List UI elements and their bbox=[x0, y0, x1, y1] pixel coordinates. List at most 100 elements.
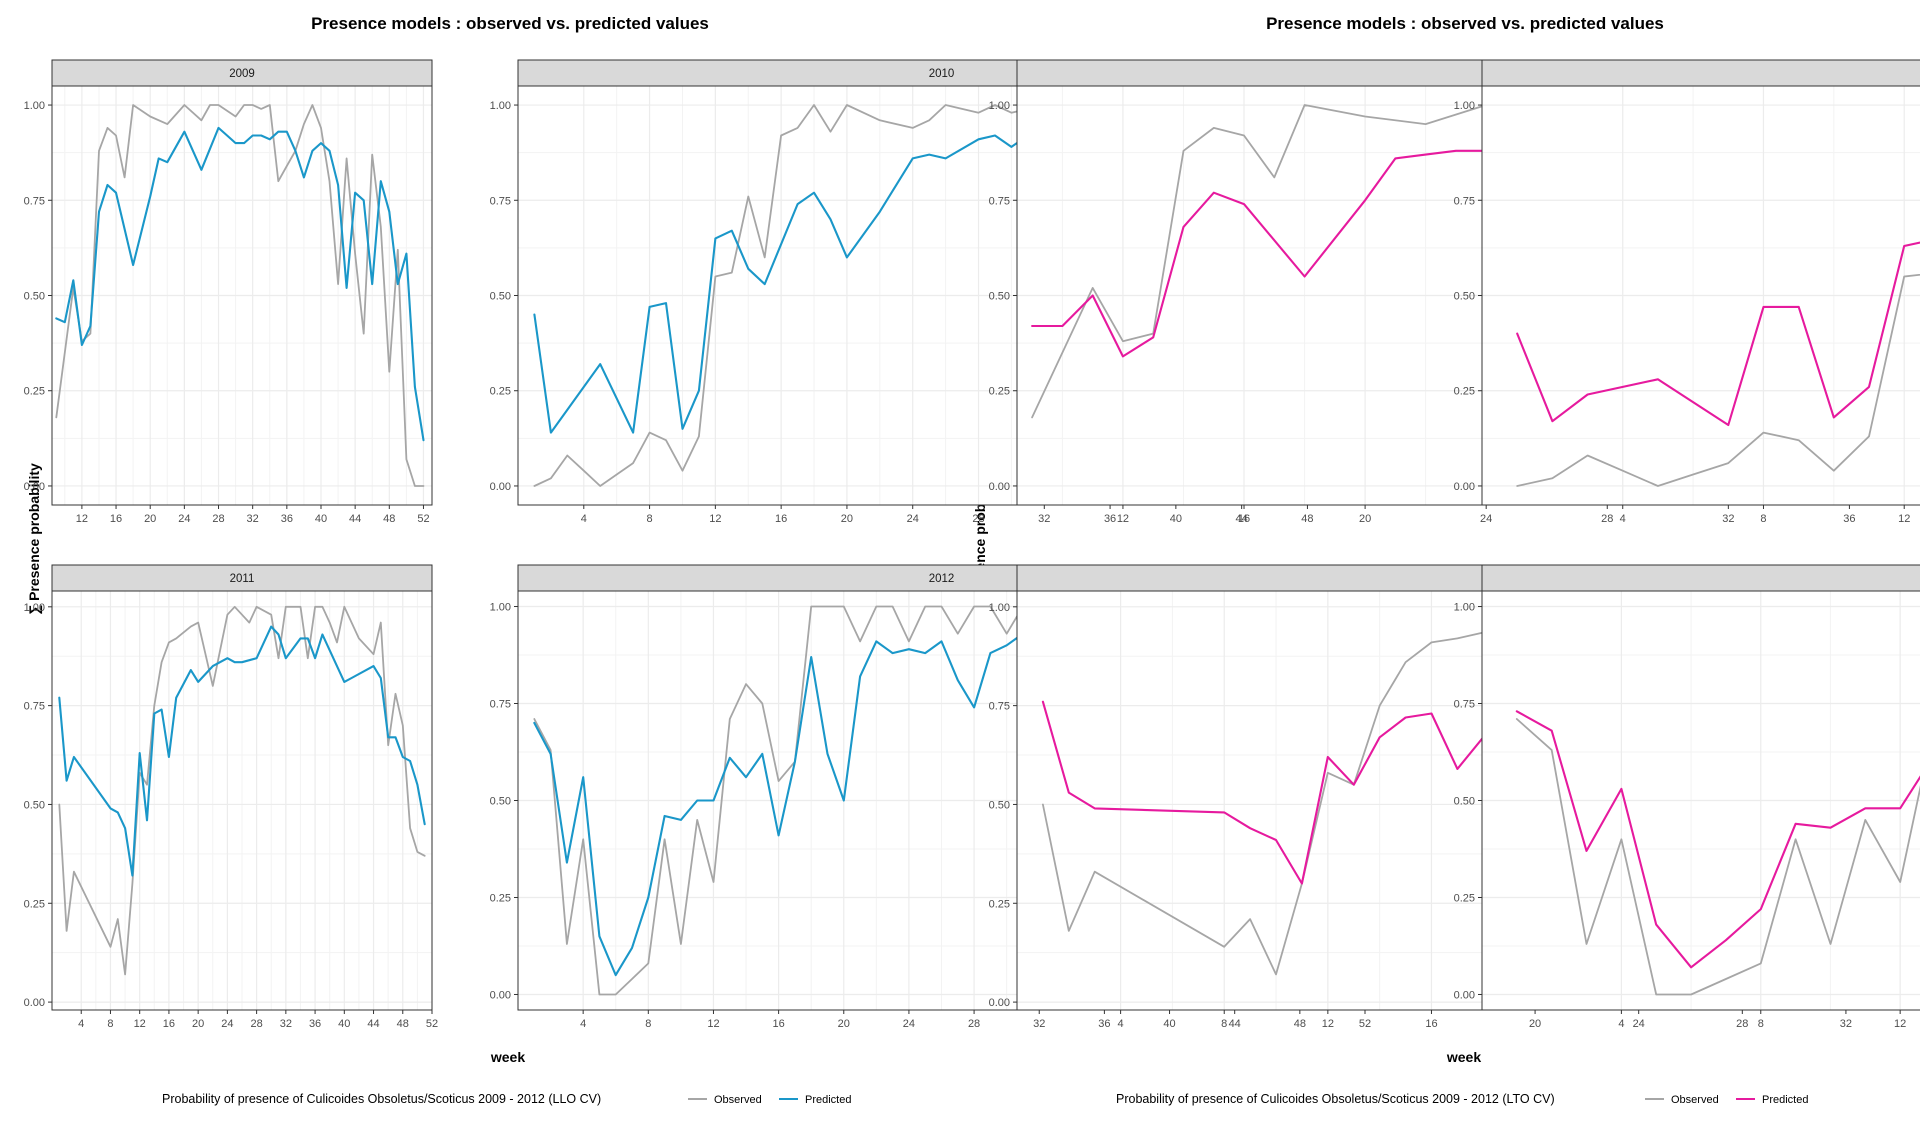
x-tick-label: 28 bbox=[968, 1018, 980, 1030]
y-tick-label: 0.50 bbox=[1454, 291, 1475, 303]
facet-strip bbox=[1481, 59, 1920, 87]
right-x-axis-label: week bbox=[1446, 1049, 1481, 1065]
x-tick-label: 28 bbox=[972, 513, 984, 525]
left-legend-observed-label: Observed bbox=[714, 1094, 762, 1106]
x-tick-label: 16 bbox=[163, 1018, 175, 1030]
y-tick-label: 0.75 bbox=[490, 699, 511, 711]
y-tick-label: 0.25 bbox=[989, 898, 1010, 910]
observed-series-line bbox=[55, 104, 425, 487]
predicted-series-line bbox=[58, 625, 426, 877]
predicted-series-line bbox=[55, 126, 425, 442]
x-tick-label: 24 bbox=[903, 1018, 915, 1030]
x-tick-label: 4 bbox=[1618, 1018, 1624, 1030]
x-tick-label: 36 bbox=[1098, 1018, 1110, 1030]
x-tick-label: 32 bbox=[247, 513, 259, 525]
x-tick-label: 32 bbox=[1840, 1018, 1852, 1030]
y-tick-label: 1.00 bbox=[989, 100, 1010, 112]
predicted-series-line bbox=[1516, 241, 1920, 427]
x-tick-label: 8 bbox=[1760, 513, 1766, 525]
x-tick-label: 4 bbox=[1620, 513, 1626, 525]
y-tick-label: 0.75 bbox=[24, 195, 45, 207]
x-tick-label: 52 bbox=[426, 1018, 438, 1030]
y-tick-label: 0.25 bbox=[24, 898, 45, 910]
x-tick-label: 20 bbox=[841, 513, 853, 525]
y-tick-label: 0.50 bbox=[989, 799, 1010, 811]
y-tick-label: 0.50 bbox=[1454, 796, 1475, 808]
x-tick-label: 32 bbox=[280, 1018, 292, 1030]
panel-border bbox=[1481, 85, 1920, 506]
y-tick-label: 0.75 bbox=[490, 195, 511, 207]
x-tick-label: 44 bbox=[349, 513, 361, 525]
facet-strip bbox=[1481, 564, 1920, 592]
x-tick-label: 12 bbox=[709, 513, 721, 525]
x-tick-label: 44 bbox=[367, 1018, 379, 1030]
x-tick-label: 4 bbox=[580, 1018, 586, 1030]
y-tick-label: 1.00 bbox=[1454, 602, 1475, 614]
x-tick-label: 20 bbox=[144, 513, 156, 525]
x-tick-label: 36 bbox=[281, 513, 293, 525]
x-tick-label: 48 bbox=[1294, 1018, 1306, 1030]
x-tick-label: 36 bbox=[1104, 513, 1116, 525]
x-tick-label: 16 bbox=[772, 1018, 784, 1030]
facet-panel-lto-2012: 20124812162024283236404448520.000.250.50… bbox=[1454, 564, 1920, 1030]
x-tick-label: 8 bbox=[1758, 1018, 1764, 1030]
x-tick-label: 52 bbox=[1359, 1018, 1371, 1030]
y-tick-label: 0.50 bbox=[24, 291, 45, 303]
x-tick-label: 8 bbox=[647, 513, 653, 525]
y-tick-label: 1.00 bbox=[24, 602, 45, 614]
y-tick-label: 1.00 bbox=[24, 100, 45, 112]
x-tick-label: 8 bbox=[1221, 1018, 1227, 1030]
y-tick-label: 0.00 bbox=[490, 989, 511, 1001]
x-tick-label: 8 bbox=[107, 1018, 113, 1030]
x-tick-label: 20 bbox=[1359, 513, 1371, 525]
x-tick-label: 12 bbox=[76, 513, 88, 525]
panel-border bbox=[51, 590, 433, 1011]
y-tick-label: 0.25 bbox=[1454, 892, 1475, 904]
y-tick-label: 1.00 bbox=[490, 602, 511, 614]
panel-border bbox=[51, 85, 433, 506]
predicted-series-line bbox=[1515, 710, 1920, 969]
x-tick-label: 32 bbox=[1033, 1018, 1045, 1030]
right-legend-predicted-label: Predicted bbox=[1762, 1094, 1808, 1106]
x-tick-label: 16 bbox=[1425, 1018, 1437, 1030]
y-tick-label: 1.00 bbox=[989, 602, 1010, 614]
x-tick-label: 24 bbox=[178, 513, 190, 525]
x-tick-label: 12 bbox=[1894, 1018, 1906, 1030]
y-tick-label: 0.00 bbox=[24, 481, 45, 493]
x-tick-label: 36 bbox=[1843, 513, 1855, 525]
left-legend-title: Probability of presence of Culicoides Ob… bbox=[162, 1092, 601, 1106]
observed-series-line bbox=[1515, 718, 1920, 996]
x-tick-label: 16 bbox=[1238, 513, 1250, 525]
x-tick-label: 4 bbox=[581, 513, 587, 525]
y-tick-label: 0.50 bbox=[989, 291, 1010, 303]
y-tick-label: 0.00 bbox=[989, 997, 1010, 1009]
observed-series-line bbox=[1516, 273, 1920, 487]
facet-panel-lto-2010: 201048121620242832364044480.000.250.500.… bbox=[1454, 59, 1920, 525]
x-tick-label: 40 bbox=[315, 513, 327, 525]
x-tick-label: 12 bbox=[1322, 1018, 1334, 1030]
y-tick-label: 0.25 bbox=[1454, 386, 1475, 398]
right-legend-observed-label: Observed bbox=[1671, 1094, 1719, 1106]
facet-panel-llo-2009: 2009 12 16 20 24 28 32 36 40 44 48 52 0.00 0.25 0.50 0.… bbox=[24, 59, 433, 525]
right-legend-title: Probability of presence of Culicoides Ob… bbox=[1116, 1092, 1555, 1106]
left-x-axis-label: week bbox=[490, 1049, 525, 1065]
x-tick-label: 24 bbox=[221, 1018, 233, 1030]
x-tick-label: 28 bbox=[1601, 513, 1613, 525]
x-tick-label: 28 bbox=[250, 1018, 262, 1030]
y-tick-label: 0.00 bbox=[989, 481, 1010, 493]
left-y-axis-label: ∑ Presence probability bbox=[26, 463, 43, 615]
x-tick-label: 12 bbox=[134, 1018, 146, 1030]
x-tick-label: 12 bbox=[1898, 513, 1910, 525]
x-tick-label: 24 bbox=[1633, 1018, 1645, 1030]
x-tick-label: 28 bbox=[212, 513, 224, 525]
y-tick-label: 0.25 bbox=[490, 892, 511, 904]
y-tick-label: 0.50 bbox=[24, 799, 45, 811]
x-tick-label: 20 bbox=[838, 1018, 850, 1030]
x-tick-label: 48 bbox=[1301, 513, 1313, 525]
x-tick-label: 12 bbox=[1117, 513, 1129, 525]
left-figure-title: Presence models : observed vs. predicted… bbox=[311, 14, 709, 33]
y-tick-label: 0.00 bbox=[1454, 481, 1475, 493]
